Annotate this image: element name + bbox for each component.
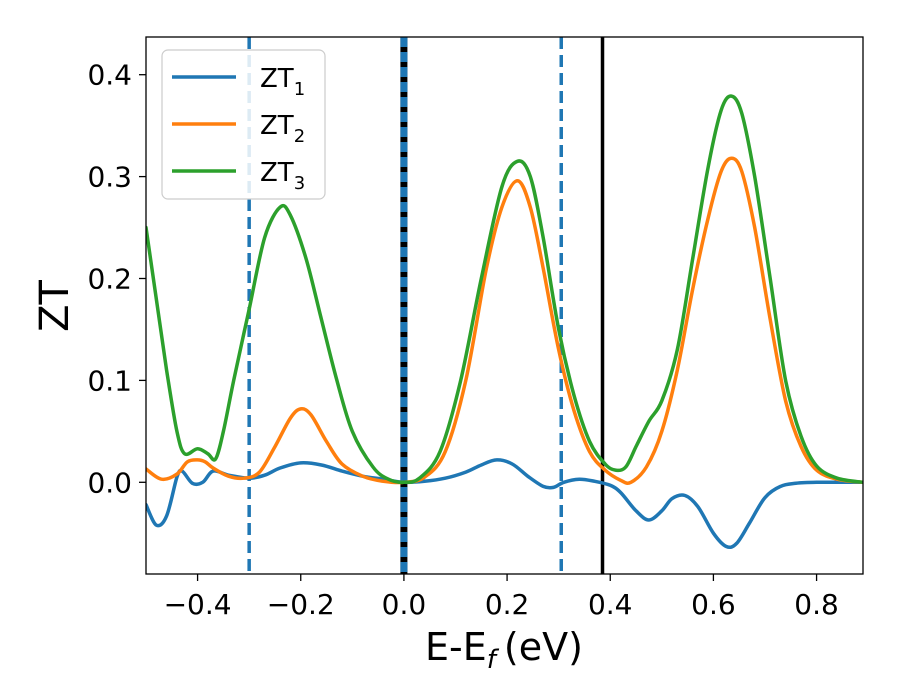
- x-axis-label: E-Ef (eV): [425, 625, 583, 675]
- series-line-zt3: [146, 94, 863, 485]
- plot-frame: [145, 36, 864, 575]
- y-tick-label: 0.2: [87, 262, 132, 295]
- legend-box: [161, 49, 326, 200]
- x-tick-label: 0.4: [588, 588, 633, 621]
- x-tick-label: 0.0: [382, 588, 427, 621]
- x-tick-label: 0.8: [794, 588, 839, 621]
- x-axis-ticks: −0.4 −0.2 0.0 0.2 0.4 0.6 0.8: [164, 574, 839, 621]
- x-tick-label: −0.2: [267, 588, 335, 621]
- x-axis-label-main: E-E: [425, 625, 487, 669]
- y-axis-ticks: 0.0 0.1 0.2 0.3 0.4: [87, 59, 146, 499]
- x-tick-label: 0.2: [485, 588, 530, 621]
- x-tick-label: −0.4: [164, 588, 232, 621]
- y-axis-label: ZT: [32, 280, 78, 332]
- x-tick-label: 0.6: [691, 588, 736, 621]
- series-line-zt2: [146, 156, 863, 485]
- x-axis-label-subscript: f: [487, 645, 500, 675]
- y-tick-label: 0.0: [87, 466, 132, 499]
- x-axis-label-unit: (eV): [504, 625, 583, 669]
- y-tick-label: 0.3: [87, 161, 132, 194]
- series-line-zt1: [146, 458, 863, 550]
- y-tick-label: 0.4: [87, 59, 132, 92]
- y-tick-label: 0.1: [87, 364, 132, 397]
- series-lines: [146, 94, 863, 550]
